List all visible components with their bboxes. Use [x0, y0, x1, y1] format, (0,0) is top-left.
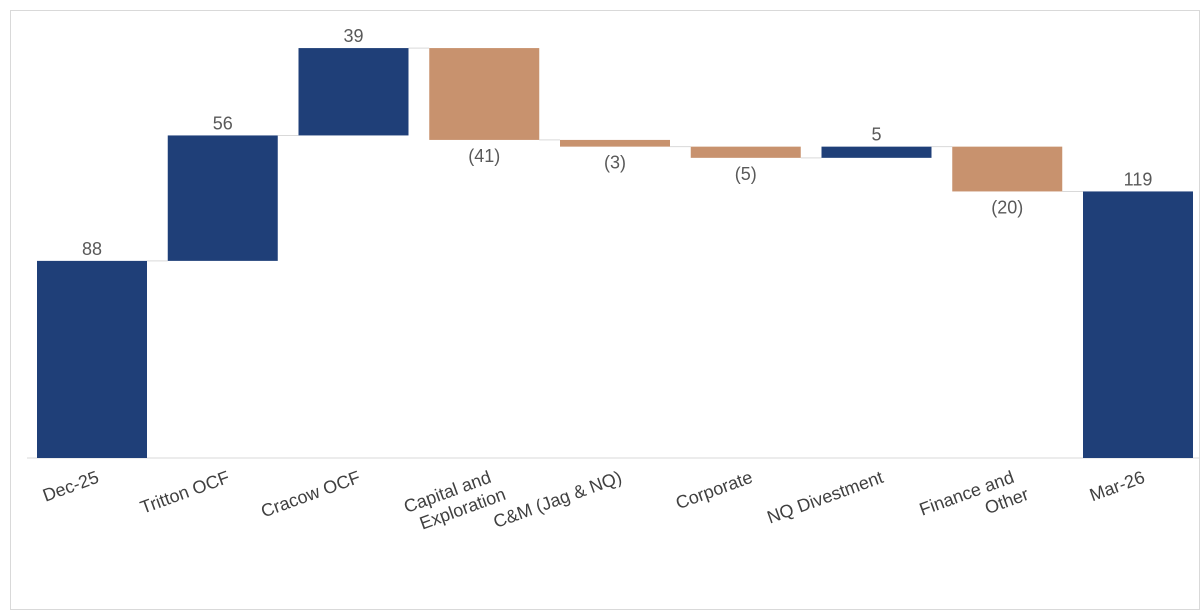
bar-value-label: (20) [991, 197, 1023, 217]
category-label-line: Mar-26 [1087, 467, 1147, 505]
bar-value-label: (3) [604, 153, 626, 173]
category-label-line: Cracow OCF [258, 467, 363, 521]
category-label: C&M (Jag & NQ) [491, 467, 625, 532]
bar-8 [952, 146, 1063, 192]
category-label-line: NQ Divestment [764, 467, 886, 528]
category-label: Corporate [673, 467, 755, 513]
bar-1 [37, 260, 147, 458]
bar-value-label: (41) [468, 146, 500, 166]
bar-3 [298, 48, 409, 136]
category-label-line: Corporate [673, 467, 755, 513]
bar-value-label: 119 [1124, 169, 1153, 189]
category-label-line: Dec-25 [40, 467, 101, 506]
bar-value-label: 56 [213, 113, 233, 133]
category-label-line: C&M (Jag & NQ) [491, 467, 625, 532]
bar-2 [167, 135, 278, 261]
bar-5 [560, 139, 670, 147]
bar-value-label: 5 [871, 125, 881, 145]
bar-6 [690, 146, 801, 158]
waterfall-chart: 88 56 39 (41) (3) (5) 5 (20) 119 Dec-25 Tritton OC… [27, 26, 1200, 539]
category-label: Tritton OCF [138, 467, 233, 518]
bar-value-label: 88 [82, 239, 102, 259]
bar-value-label: 39 [343, 26, 363, 46]
bar-9 [1083, 191, 1193, 458]
bar-value-label: (5) [735, 164, 757, 184]
category-label: Cracow OCF [258, 467, 363, 521]
category-label-line: Tritton OCF [138, 467, 233, 518]
category-label: Dec-25 [40, 467, 101, 506]
category-label: NQ Divestment [764, 467, 886, 528]
category-label: Mar-26 [1087, 467, 1147, 505]
bar-7 [821, 146, 932, 158]
category-label: Capital andExploration [401, 464, 508, 536]
bar-4 [429, 48, 540, 140]
category-label: Finance andOther [917, 464, 1032, 539]
